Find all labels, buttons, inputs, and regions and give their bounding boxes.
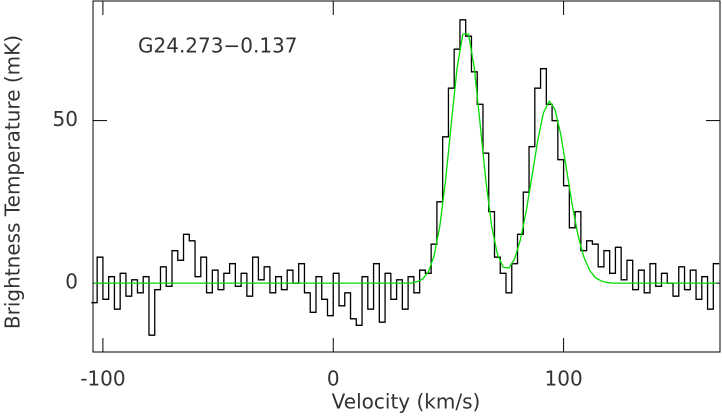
x-axis-label: Velocity (km/s) [332, 390, 481, 414]
x-tick-label: 0 [327, 367, 340, 391]
y-tick-label: 0 [65, 270, 78, 294]
fit-line [94, 33, 717, 284]
annotation: G24.273−0.137 [138, 34, 298, 58]
y-tick-label: 50 [53, 107, 78, 131]
x-tick-label: -100 [80, 367, 125, 391]
x-tick-label: 100 [545, 367, 583, 391]
plot-frame [92, 0, 721, 353]
y-axis-label: Brightness Temperature (mK) [1, 35, 25, 329]
step-outline [91, 19, 720, 336]
